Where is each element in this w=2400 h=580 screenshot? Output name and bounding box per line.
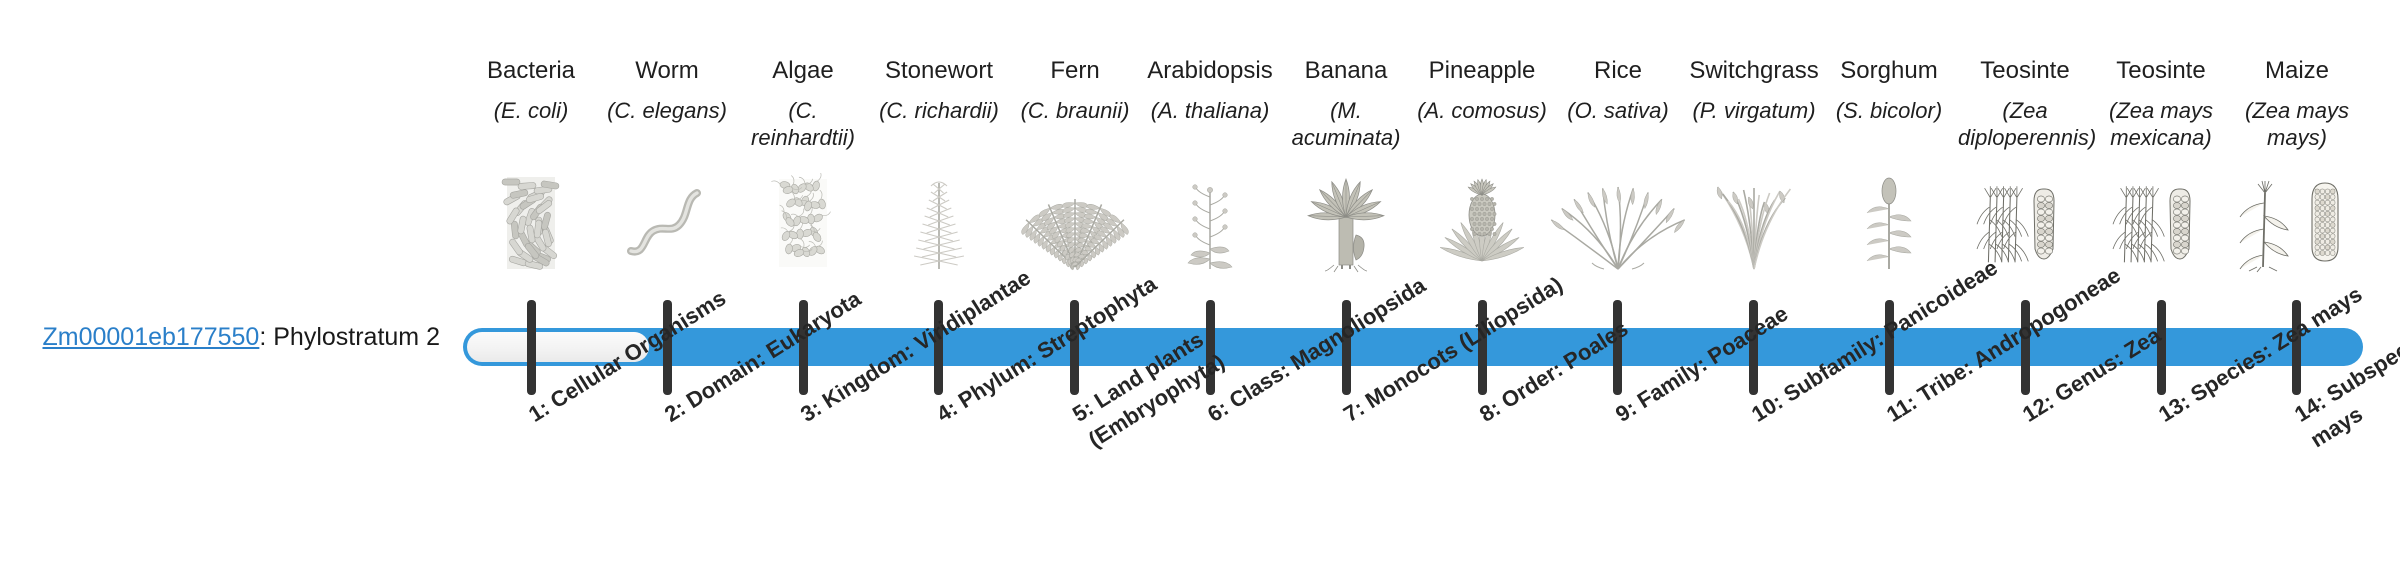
gene-label-separator: : [259, 323, 274, 351]
worm-icon [599, 173, 735, 273]
maize-icon [2229, 173, 2365, 273]
species-latin-name: (A. thaliana) [1150, 98, 1270, 123]
species-common-name: Switchgrass [1689, 57, 1819, 84]
species-latin-name: (Zea mays mays) [2245, 98, 2349, 150]
phylostratum-tick[interactable] [1206, 300, 1215, 395]
species-common-name: Fern [1050, 57, 1100, 84]
phylostratum-tick[interactable] [1613, 300, 1623, 395]
gene-id-link[interactable]: Zm00001eb177550 [42, 323, 260, 351]
species-column: Teosinte (Zea mays mexicana) [2093, 55, 2229, 263]
phylostratum-tick[interactable] [1070, 300, 1080, 395]
stonewort-icon [871, 173, 1007, 273]
species-latin-name: (C. braunii) [1020, 98, 1130, 123]
bacteria-icon [463, 173, 599, 273]
phylostratum-value-text: Phylostratum 2 [273, 323, 440, 351]
fern-icon [1007, 173, 1143, 273]
species-common-name: Sorghum [1840, 57, 1938, 84]
species-column: Banana (M. acuminata) [1278, 55, 1414, 273]
species-header-row: Bacteria (E. coli) Worm (C. elegans) Algae (C… [463, 55, 2363, 305]
species-column: Sorghum (S. bicolor) [1821, 55, 1957, 269]
species-common-name: Pineapple [1428, 57, 1536, 84]
pineapple-icon [1414, 173, 1550, 273]
species-column: Pineapple (A. comosus) [1414, 55, 1550, 262]
species-latin-name: (E. coli) [493, 98, 569, 123]
species-common-name: Maize [2264, 57, 2330, 84]
species-common-name: Teosinte [1980, 57, 2070, 84]
species-common-name: Arabidopsis [1147, 57, 1273, 84]
teosinte-icon [1957, 173, 2093, 273]
phylostratum-bar-track[interactable] [463, 328, 2363, 366]
phylostratum-tick[interactable] [1885, 300, 1894, 395]
species-column: Stonewort (C. richardii) [871, 55, 1007, 269]
phylostratum-tick[interactable] [2020, 300, 2030, 395]
gene-label: Zm00001eb177550: Phylostratum 2 [0, 322, 440, 352]
species-column: Fern (C. braunii) [1007, 55, 1143, 271]
banana-icon [1278, 173, 1414, 273]
algae-icon [735, 173, 871, 273]
species-common-name: Stonewort [884, 57, 994, 84]
rice-icon [1550, 173, 1686, 273]
species-latin-name: (C. richardii) [879, 98, 999, 123]
phylostratum-tick[interactable] [2292, 300, 2302, 395]
phylostratum-bar-unfilled [467, 332, 649, 362]
phylostratum-tick[interactable] [2156, 300, 2166, 395]
species-latin-name: (O. sativa) [1567, 98, 1669, 123]
species-common-name: Bacteria [486, 57, 576, 84]
species-common-name: Banana [1304, 57, 1388, 84]
species-latin-name: (C. reinhardtii) [751, 98, 855, 150]
species-column: Bacteria (E. coli) [463, 55, 599, 270]
phylostratum-tick[interactable] [1749, 300, 1759, 395]
species-column: Teosinte (Zea diploperennis) [1957, 55, 2097, 263]
species-latin-name: (A. comosus) [1417, 98, 1547, 123]
phylostratum-tick[interactable] [662, 300, 672, 395]
species-latin-name: (C. elegans) [607, 98, 727, 123]
species-latin-name: (M. acuminata) [1291, 98, 1401, 150]
species-column: Maize (Zea mays mays) [2229, 55, 2365, 273]
species-column: Rice (O. sativa) [1550, 55, 1686, 270]
species-latin-name: (P. virgatum) [1692, 98, 1816, 123]
switchgrass-icon [1686, 173, 1822, 273]
phylostratum-tick[interactable] [527, 300, 536, 395]
species-column: Switchgrass (P. virgatum) [1686, 55, 1822, 270]
species-column: Worm (C. elegans) [599, 55, 735, 256]
teosinte-icon [2093, 173, 2229, 273]
species-column: Algae (C. reinhardtii) [735, 55, 871, 267]
species-common-name: Algae [772, 57, 834, 84]
arabidopsis-icon [1142, 173, 1278, 273]
species-latin-name: (S. bicolor) [1835, 98, 1943, 123]
species-latin-name: (Zea mays mexicana) [2109, 98, 2213, 150]
phylostratum-tick[interactable] [1477, 300, 1487, 395]
phylostratum-tick[interactable] [934, 300, 944, 395]
species-common-name: Teosinte [2116, 57, 2206, 84]
sorghum-icon [1821, 173, 1957, 273]
species-column: Arabidopsis (A. thaliana) [1142, 55, 1278, 269]
species-common-name: Rice [1593, 57, 1642, 84]
species-latin-name: (Zea diploperennis) [1958, 98, 2097, 150]
phylostratum-tick[interactable] [1341, 300, 1351, 395]
species-common-name: Worm [635, 57, 699, 84]
phylostratum-tick[interactable] [798, 300, 808, 395]
